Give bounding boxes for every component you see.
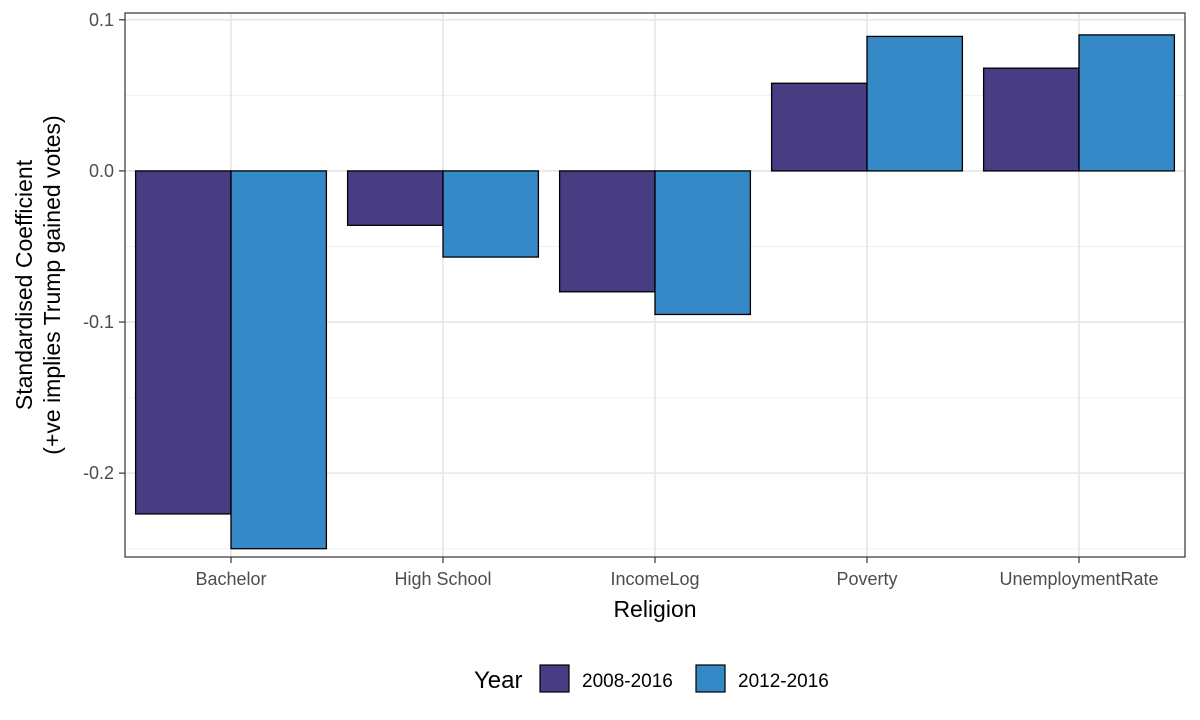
bar-2008-2016-unemploymentrate [982, 67, 1080, 172]
y-axis-title: Standardised Coefficient [11, 159, 37, 410]
y-axis-subtitle: (+ve implies Trump gained votes) [39, 115, 65, 454]
bar-2012-2016-poverty [866, 35, 964, 172]
bar-2012-2016-high-school [442, 170, 540, 258]
bar-2012-2016-bachelor [230, 170, 328, 550]
y-tick-label: -0.2 [83, 463, 114, 483]
y-tick-label: -0.1 [83, 312, 114, 332]
legend-swatch-2008-2016 [539, 664, 570, 693]
axes: 0.1 0.0 -0.1 -0.2 Bachelor High School IncomeL… [83, 10, 1159, 589]
x-tick-label: IncomeLog [610, 569, 699, 589]
x-axis-title: Religion [613, 596, 696, 622]
legend-label-2008-2016: 2008-2016 [582, 671, 673, 692]
legend-swatch-2012-2016 [695, 664, 726, 693]
bars [134, 34, 1176, 550]
x-tick-label: Poverty [836, 569, 897, 589]
legend-title: Year [474, 667, 523, 694]
bar-2008-2016-bachelor [134, 170, 232, 515]
bar-2008-2016-high-school [346, 170, 444, 226]
bar-2008-2016-poverty [770, 82, 868, 172]
x-tick-label: Bachelor [195, 569, 266, 589]
y-tick-label: 0.0 [89, 161, 114, 181]
x-tick-label: UnemploymentRate [999, 569, 1158, 589]
y-tick-label: 0.1 [89, 10, 114, 30]
x-tick-label: High School [394, 569, 491, 589]
legend: Year 2008-2016 2012-2016 [474, 664, 829, 694]
legend-label-2012-2016: 2012-2016 [738, 671, 829, 692]
bar-2012-2016-unemploymentrate [1078, 34, 1176, 172]
bar-2008-2016-incomelog [558, 170, 656, 293]
bar-2012-2016-incomelog [654, 170, 752, 316]
